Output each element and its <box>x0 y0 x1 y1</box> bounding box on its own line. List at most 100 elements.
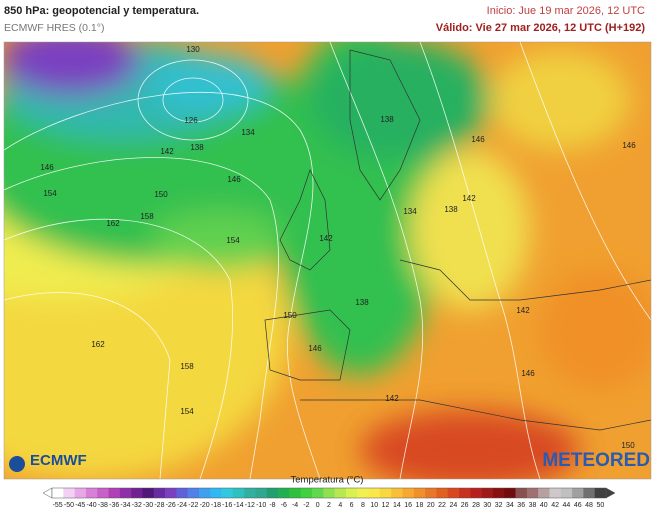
colorbar-cell <box>176 488 188 498</box>
colorbar-tick-label: 16 <box>404 502 412 509</box>
colorbar-cell <box>142 488 155 498</box>
colorbar-cell <box>549 488 562 498</box>
colorbar-cell <box>278 488 290 498</box>
contour-label: 142 <box>516 306 530 315</box>
logo-icon <box>9 456 25 472</box>
colorbar-tick-label: -50 <box>64 502 74 509</box>
colorbar-cell <box>244 488 256 498</box>
map-frame <box>3 41 652 480</box>
colorbar-tick-label: -26 <box>166 502 176 509</box>
contour-label: 146 <box>308 344 322 353</box>
colorbar-tick-label: 2 <box>327 502 331 509</box>
logo-meteored: METEORED <box>542 450 650 471</box>
colorbar-tick-label: 6 <box>350 502 354 509</box>
colorbar-cell <box>289 488 302 498</box>
colorbar-cell <box>572 488 584 498</box>
colorbar-cell <box>357 488 369 498</box>
logo-ecmwf: ECMWF <box>30 452 87 469</box>
contour-label: 146 <box>471 135 485 144</box>
colorbar-tick-label: 14 <box>393 502 401 509</box>
contour-label: 138 <box>444 205 458 214</box>
colorbar-cell <box>85 488 98 498</box>
contour-label: 154 <box>226 236 240 245</box>
colorbar-cell <box>153 488 166 498</box>
colorbar-cell <box>515 488 528 498</box>
contour-labels: 130 126 134 138 142 146 146 150 154 158 … <box>40 45 636 450</box>
contour-label: 158 <box>180 362 194 371</box>
colorbar-tick-label: 18 <box>416 502 424 509</box>
colorbar-cell <box>504 488 516 498</box>
colorbar-tick-label: 28 <box>472 502 480 509</box>
colorbar-cell <box>583 488 595 498</box>
contour-label: 162 <box>91 340 105 349</box>
colorbar-cell <box>391 488 403 498</box>
contour-label: 158 <box>140 212 154 221</box>
colorbar-tick-label: -10 <box>256 502 266 509</box>
colorbar-cell <box>255 488 268 498</box>
colorbar-tick-label: -30 <box>143 502 153 509</box>
colorbar-cell <box>481 488 494 498</box>
contour-label: 154 <box>180 407 194 416</box>
colorbar-cell <box>74 488 87 498</box>
colorbar-cell <box>538 488 550 498</box>
colorbar-cell <box>266 488 279 498</box>
colorbar-tick-label: 12 <box>382 502 390 509</box>
colorbar-tick-label: -16 <box>222 502 232 509</box>
colorbar-cell <box>459 488 471 498</box>
colorbar-tick-label: -22 <box>188 502 198 509</box>
contour-label: 134 <box>403 207 417 216</box>
colorbar-tick-label: 34 <box>506 502 514 509</box>
colorbar-tick-label: 48 <box>585 502 593 509</box>
colorbar-tick-label: -20 <box>200 502 210 509</box>
colorbar-cell <box>221 488 234 498</box>
colorbar-tick-label: 42 <box>551 502 559 509</box>
colorbar-tick-label: 0 <box>316 502 320 509</box>
colorbar-cell <box>323 488 335 498</box>
contour-label: 142 <box>319 234 333 243</box>
contour-label: 138 <box>380 115 394 124</box>
colorbar-frame <box>51 487 607 499</box>
contour-label: 142 <box>385 394 399 403</box>
colorbar-tick-label: -28 <box>154 502 164 509</box>
contour-label: 146 <box>227 175 241 184</box>
colorbar-cell <box>187 488 200 498</box>
colorbar-end <box>42 487 53 499</box>
colorbar-cell <box>119 488 132 498</box>
contour-label: 146 <box>40 163 54 172</box>
colorbar-cell <box>210 488 222 498</box>
colorbar-tick-label: 46 <box>574 502 582 509</box>
colorbar-tick-label: -6 <box>281 502 287 509</box>
colorbar-cell <box>560 488 573 498</box>
model: ECMWF HRES (0.1°) <box>4 22 104 34</box>
colorbar-cell <box>594 488 607 498</box>
title: 850 hPa: geopotencial y temperatura. <box>4 5 199 17</box>
colorbar-tick-label: -45 <box>75 502 85 509</box>
colorbar-cell <box>470 488 482 498</box>
map: 130 126 134 138 142 146 146 150 154 158 … <box>4 42 651 479</box>
colorbar-tick-label: 22 <box>438 502 446 509</box>
colorbar-tick-label: 10 <box>370 502 378 509</box>
colorbar-cell <box>232 488 245 498</box>
colorbar-tick-label: 20 <box>427 502 435 509</box>
colorbar-tick-label: -24 <box>177 502 187 509</box>
colorbar-tick-label: -38 <box>98 502 108 509</box>
colorbar-cell <box>52 488 64 498</box>
contour-label: 150 <box>283 311 297 320</box>
contour-label: 146 <box>622 141 636 150</box>
colorbar-cell <box>492 488 505 498</box>
contour-label: 146 <box>521 369 535 378</box>
colorbar-cell <box>198 488 211 498</box>
init-time: Inicio: Jue 19 mar 2026, 12 UTC <box>487 5 645 17</box>
colorbar-cell <box>402 488 415 498</box>
colorbar-cell <box>413 488 426 498</box>
colorbar-tick-label: 32 <box>495 502 503 509</box>
colorbar-cell <box>63 488 75 498</box>
colorbar-tick-label: 44 <box>563 502 571 509</box>
colorbar-tick-label: -55 <box>53 502 63 509</box>
contour-label: 150 <box>621 441 635 450</box>
colorbar-tick-label: 36 <box>517 502 525 509</box>
colorbar-tick-label: 24 <box>449 502 457 509</box>
colorbar-cell <box>447 488 460 498</box>
colorbar-cell <box>334 488 347 498</box>
